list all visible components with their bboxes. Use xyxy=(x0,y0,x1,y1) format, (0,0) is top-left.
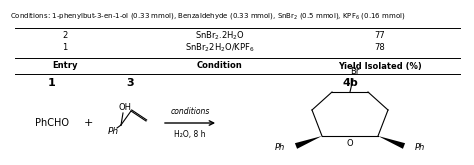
Text: +: + xyxy=(83,118,93,128)
Text: Yield Isolated (%): Yield Isolated (%) xyxy=(338,62,422,70)
Text: 77: 77 xyxy=(374,32,385,40)
Polygon shape xyxy=(378,136,405,149)
Text: conditions: conditions xyxy=(170,108,210,116)
Text: Condition: Condition xyxy=(197,62,243,70)
Text: Conditions: 1-phenylbut-3-en-1-ol (0.33 mmol), Benzaldehyde (0.33 mmol), SnBr$_2: Conditions: 1-phenylbut-3-en-1-ol (0.33 … xyxy=(10,11,405,21)
Text: H₂O, 8 h: H₂O, 8 h xyxy=(174,130,206,138)
Text: SnBr$_2$.2H$_2$O: SnBr$_2$.2H$_2$O xyxy=(195,30,245,42)
Text: Br: Br xyxy=(350,67,360,77)
Text: O: O xyxy=(346,138,353,148)
Text: PhCHO: PhCHO xyxy=(35,118,69,128)
Text: 3: 3 xyxy=(126,78,134,88)
Text: 78: 78 xyxy=(374,44,385,52)
Text: Entry: Entry xyxy=(52,62,78,70)
Text: Ph: Ph xyxy=(275,144,285,152)
Text: 2: 2 xyxy=(63,32,68,40)
Text: Ph: Ph xyxy=(415,144,425,152)
Text: 1: 1 xyxy=(63,44,68,52)
Polygon shape xyxy=(295,136,322,149)
Text: SnBr$_2$2H$_2$O/KPF$_6$: SnBr$_2$2H$_2$O/KPF$_6$ xyxy=(185,42,255,54)
Text: Ph: Ph xyxy=(108,127,119,135)
Text: OH: OH xyxy=(118,103,131,113)
Text: 4b: 4b xyxy=(342,78,358,88)
Text: 1: 1 xyxy=(48,78,56,88)
